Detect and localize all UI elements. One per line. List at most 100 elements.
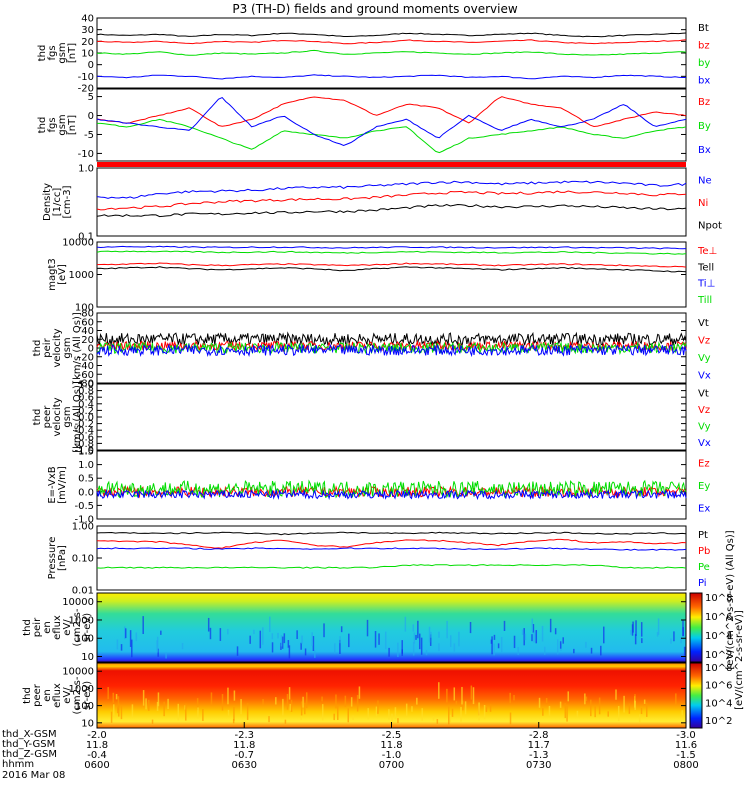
heatmap-texture — [288, 645, 291, 659]
heatmap-texture — [461, 686, 463, 705]
heatmap-texture — [306, 692, 308, 709]
heatmap-texture — [202, 709, 204, 721]
xaxis-label-z: thd_Z-GSM — [2, 749, 57, 760]
heatmap-texture — [378, 633, 380, 645]
ytick-label: -0.8 — [74, 439, 94, 450]
heatmap-texture — [420, 637, 423, 655]
heatmap-texture — [682, 627, 684, 637]
xtick-value-1: 11.6 — [675, 740, 697, 751]
mode-bar — [97, 162, 686, 167]
ylabel-line: (cm2-s- — [72, 676, 83, 714]
colorbar-peer-tick: 10^6 — [705, 681, 732, 692]
series-e-field-Ex — [96, 488, 687, 501]
xtick-value-2: -1.0 — [382, 750, 402, 761]
heatmap-texture — [438, 643, 440, 652]
heatmap-texture — [412, 624, 415, 632]
heatmap-texture — [585, 641, 587, 648]
heatmap-texture — [112, 692, 115, 703]
heatmap-texture — [227, 687, 229, 705]
heatmap-texture — [337, 705, 339, 720]
legend-Bx: Bx — [698, 145, 711, 156]
colorbar-label: [eV/(cm^2-s-sr-eV)] — [734, 610, 745, 710]
ylabel-line: [1/cc] — [52, 188, 63, 217]
heatmap-texture — [585, 696, 588, 702]
heatmap-texture — [573, 648, 575, 654]
ylabel-line: sr-eV) — [82, 613, 93, 642]
ylabel-line: thd — [22, 687, 33, 704]
xtick-value-2: -1.5 — [676, 750, 696, 761]
heatmap-texture — [523, 628, 525, 646]
ytick-label: 0.8 — [78, 386, 94, 397]
heatmap-texture — [478, 702, 480, 721]
series-temperature-Te⊥ — [96, 262, 687, 268]
heatmap-texture — [233, 707, 235, 721]
heatmap-texture — [673, 631, 675, 642]
xaxis-label-time: hhmm — [2, 759, 35, 770]
panel-peer-eflux: 10000 1000 100 10 thd peer en eflux eV/(cm2-s-sr… — [22, 662, 687, 729]
heatmap-peir-eflux — [97, 593, 686, 662]
heatmap-texture — [227, 709, 230, 716]
heatmap-texture — [377, 700, 379, 714]
heatmap-texture — [542, 708, 544, 716]
legend-Ne: Ne — [698, 175, 712, 186]
ylabel-line: peir — [32, 617, 43, 637]
xaxis-date: 2016 Mar 08 — [2, 770, 66, 781]
heatmap-texture — [500, 636, 503, 653]
heatmap-texture — [640, 622, 643, 637]
ylabel-line: thd — [37, 117, 48, 134]
heatmap-texture — [462, 700, 464, 711]
heatmap-texture — [544, 646, 546, 655]
heatmap-texture — [388, 647, 390, 657]
ylabel-line: velocity — [52, 397, 63, 436]
panel-peir-eflux: 10000 1000 100 10 thd peir en eflux eV/(cm2-s-sr… — [22, 592, 687, 663]
heatmap-texture — [397, 642, 399, 658]
heatmap-texture — [311, 632, 313, 646]
heatmap-texture — [339, 636, 341, 644]
xtick-value-2: -0.4 — [87, 750, 107, 761]
heatmap-texture — [142, 690, 145, 706]
ytick-label: 0.6 — [78, 393, 94, 404]
heatmap-texture — [564, 703, 567, 719]
heatmap-texture — [417, 620, 419, 639]
heatmap-texture — [464, 701, 467, 715]
legend-Pt: Pt — [698, 530, 708, 541]
ylabel-line: velocity — [52, 328, 63, 367]
heatmap-texture — [227, 628, 229, 635]
heatmap-texture — [391, 713, 393, 722]
series-peir-velocity-Vx — [96, 343, 687, 358]
heatmap-texture — [576, 710, 579, 718]
heatmap-texture — [607, 711, 609, 717]
ytick-label: 0.01 — [72, 586, 94, 597]
xtick-value-2: -1.3 — [529, 750, 549, 761]
ylabel-line: [km/s (All Qs)] — [72, 312, 83, 384]
legend-bz: bz — [698, 40, 710, 51]
heatmap-texture — [532, 624, 535, 633]
heatmap-texture — [209, 627, 212, 640]
ytick-label: 1.0 — [78, 164, 94, 175]
legend-Vx: Vx — [698, 370, 711, 381]
heatmap-texture — [334, 643, 336, 654]
heatmap-texture — [262, 627, 264, 645]
heatmap-texture — [145, 698, 147, 710]
heatmap-texture — [451, 708, 454, 717]
ytick-label: 10000 — [62, 597, 94, 608]
heatmap-texture — [300, 715, 302, 720]
legend-Ez: Ez — [698, 458, 710, 469]
colorbar-peir: 10^8 10^6 10^4 10^2 — [689, 592, 732, 663]
heatmap-texture — [562, 637, 564, 644]
heatmap-texture — [531, 634, 533, 642]
ylabel-line: [eV] — [57, 264, 68, 285]
heatmap-texture — [681, 710, 683, 716]
ytick-label: -0.6 — [74, 432, 94, 443]
heatmap-texture — [623, 695, 625, 713]
ylabel-line: gsm — [57, 42, 68, 63]
heatmap-texture — [151, 719, 154, 724]
heatmap-texture — [120, 706, 123, 720]
heatmap-texture — [268, 716, 270, 723]
heatmap-texture — [656, 632, 659, 637]
ytick-label: 0 — [88, 60, 94, 71]
heatmap-texture — [600, 645, 602, 656]
heatmap-texture — [470, 685, 473, 700]
heatmap-texture — [405, 703, 408, 716]
legend-Ti⊥: Ti⊥ — [697, 279, 715, 290]
